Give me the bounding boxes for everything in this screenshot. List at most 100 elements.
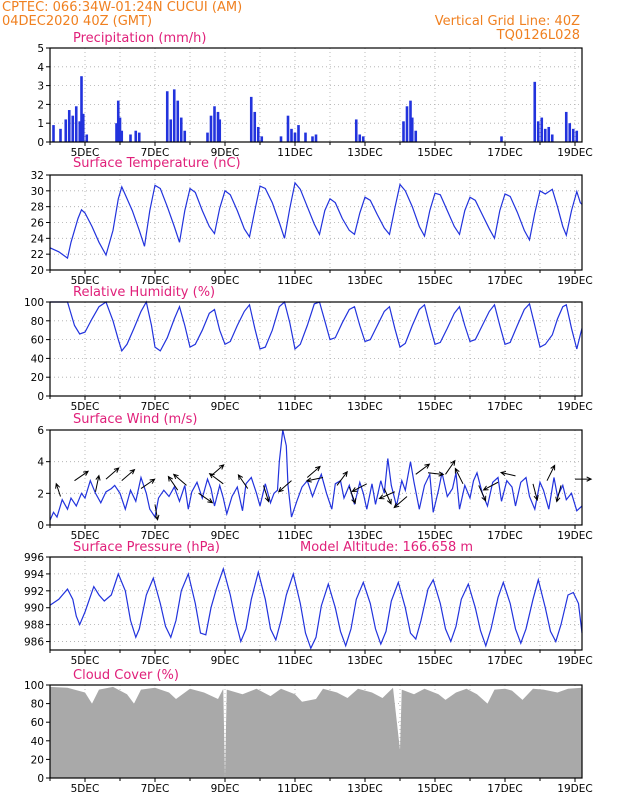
run-code: TQ0126L028	[496, 28, 580, 43]
panel-frame	[49, 684, 583, 779]
x-tick-label: 17DEC	[487, 655, 522, 667]
precip-bar	[116, 100, 120, 142]
rh-line	[50, 300, 583, 353]
precip-bar	[253, 111, 257, 142]
precip-bar	[260, 136, 264, 142]
y-tick-label: 100	[24, 680, 44, 692]
x-tick-label: 7DEC	[141, 530, 170, 542]
y-tick-label: 28	[31, 202, 44, 214]
precip-bar	[179, 117, 183, 142]
x-tick-label: 5DEC	[71, 401, 100, 413]
wind-arrow	[95, 474, 101, 492]
x-tick-label: 19DEC	[557, 147, 592, 159]
x-tick-label: 7DEC	[141, 783, 170, 795]
x-tick-label: 9DEC	[211, 783, 240, 795]
panel-frame	[49, 301, 583, 397]
precip-bar	[571, 128, 575, 142]
panel-pressure: 986 988 990 992 994 996 5DEC 7DEC 9DEC 11DEC 13DEC…	[24, 540, 593, 667]
pressure-line	[49, 566, 583, 650]
y-tick-label: 986	[24, 637, 44, 649]
station-title: CPTEC: 066:34W-01:24N CUCUI (AM)	[2, 0, 242, 15]
wind-arrow	[546, 464, 556, 481]
x-tick-label: 5DEC	[71, 275, 100, 287]
model-altitude: Model Altitude: 166.658 m	[300, 540, 473, 555]
precip-bar	[314, 134, 318, 142]
x-tick-label: 7DEC	[141, 401, 170, 413]
x-tick-label: 9DEC	[211, 147, 240, 159]
wind-arrow	[393, 496, 408, 509]
x-tick-label: 19DEC	[557, 530, 592, 542]
precip-bar	[85, 134, 89, 142]
x-tick-label: 7DEC	[141, 655, 170, 667]
x-tick-label: 15DEC	[417, 783, 452, 795]
x-tick-label: 17DEC	[487, 275, 522, 287]
precip-bar	[279, 136, 283, 142]
panel-title: Surface Pressure (hPa)	[73, 540, 220, 555]
x-tick-label: 9DEC	[211, 401, 240, 413]
precip-bar	[550, 134, 554, 142]
y-tick-label: 6	[37, 425, 44, 437]
y-tick-label: 5	[37, 43, 44, 55]
wind-arrow	[263, 485, 270, 503]
wind-arrow	[105, 467, 120, 480]
x-tick-label: 19DEC	[557, 783, 592, 795]
panel-precip: 0 1 2 3 4 5 5DEC 7DEC 9DEC 11DEC 13DEC 15DEC 17DEC 19…	[37, 31, 592, 159]
x-tick-label: 13DEC	[347, 783, 382, 795]
y-tick-label: 3	[37, 81, 44, 93]
y-tick-label: 990	[24, 603, 44, 615]
wind-arrow	[499, 470, 516, 477]
x-tick-label: 17DEC	[487, 147, 522, 159]
precip-bar	[354, 119, 358, 142]
forecast-date: 04DEC2020 40Z (GMT)	[2, 14, 152, 29]
precip-bar	[402, 121, 405, 142]
precip-bar	[52, 125, 55, 142]
y-tick-label: 80	[31, 699, 44, 711]
precip-bar	[64, 119, 68, 142]
panels: 0 1 2 3 4 5 5DEC 7DEC 9DEC 11DEC 13DEC 15DEC 17DEC 19…	[24, 31, 593, 795]
y-tick-label: 20	[31, 265, 44, 277]
precip-bar	[218, 119, 222, 142]
x-tick-label: 5DEC	[71, 783, 100, 795]
x-tick-label: 19DEC	[557, 655, 592, 667]
y-tick-label: 80	[31, 316, 44, 328]
precip-bar	[286, 115, 290, 142]
y-tick-label: 988	[24, 620, 44, 632]
precip-bar	[216, 111, 220, 142]
x-tick-label: 11DEC	[277, 401, 312, 413]
y-tick-label: 992	[24, 586, 44, 598]
wind-arrow	[55, 482, 61, 497]
x-tick-label: 13DEC	[347, 275, 382, 287]
precip-bar	[304, 132, 307, 142]
x-tick-label: 11DEC	[277, 783, 312, 795]
panel-title: Precipitation (mm/h)	[73, 31, 206, 46]
precip-bar	[256, 126, 260, 142]
precip-bar	[172, 89, 176, 142]
x-tick-label: 15DEC	[417, 147, 452, 159]
precip-bar	[59, 128, 62, 142]
wind-arrow	[237, 474, 249, 489]
panel-frame	[49, 556, 583, 651]
precip-bar	[547, 126, 551, 142]
x-tick-label: 19DEC	[557, 401, 592, 413]
y-tick-label: 40	[31, 736, 44, 748]
wind-arrow	[415, 463, 431, 475]
wind-arrow	[154, 504, 160, 521]
x-tick-label: 17DEC	[487, 530, 522, 542]
precip-bar	[71, 115, 75, 142]
wind-arrow	[383, 488, 392, 505]
x-tick-label: 5DEC	[71, 655, 100, 667]
wind-arrow	[74, 470, 90, 482]
wind-arrow	[348, 486, 357, 505]
precip-bar	[137, 132, 141, 142]
precip-bar	[115, 123, 118, 142]
y-tick-label: 20	[31, 754, 44, 766]
precip-bar	[361, 136, 365, 142]
panel-cloud: 0 20 40 60 80 100 5DEC 7DEC 9DEC 11DEC 13DEC 15DEC 1…	[24, 668, 593, 795]
y-tick-label: 0	[37, 391, 44, 403]
precip-bar	[213, 106, 216, 142]
y-tick-label: 0	[37, 137, 44, 149]
wind-arrow	[305, 477, 324, 483]
panel-title: Surface Wind (m/s)	[73, 412, 197, 427]
panel-title: Relative Humidity (%)	[73, 285, 215, 300]
x-tick-label: 13DEC	[347, 147, 382, 159]
